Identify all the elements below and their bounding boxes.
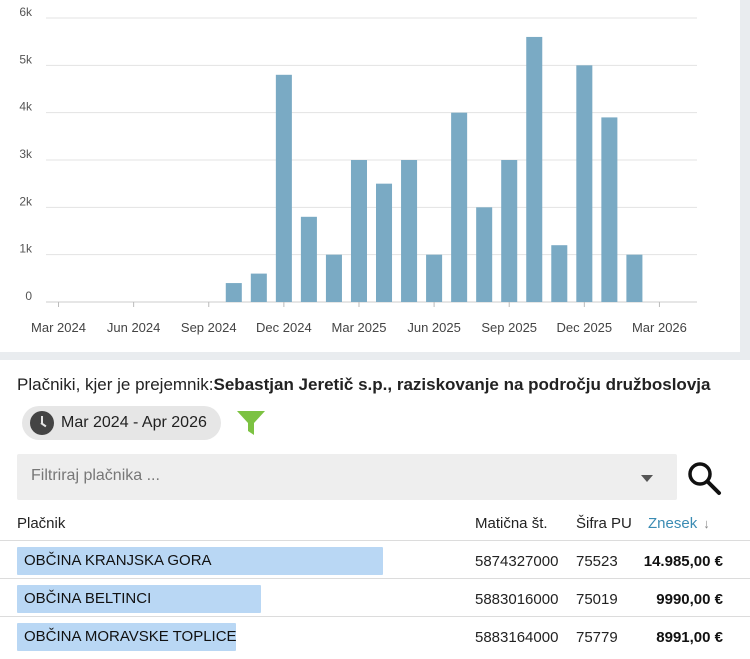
y-tick-label: 3k <box>19 147 33 161</box>
bar <box>275 74 292 302</box>
bar <box>551 245 568 302</box>
bar <box>300 216 317 302</box>
bar <box>476 207 493 302</box>
y-tick-label: 0 <box>25 289 32 303</box>
x-tick-label: Mar 2024 <box>31 320 86 335</box>
funnel-icon[interactable] <box>236 409 266 437</box>
x-tick-label: Jun 2024 <box>107 320 161 335</box>
payer-name: OBČINA MORAVSKE TOPLICE <box>24 628 237 645</box>
bar <box>601 117 618 303</box>
code: 75779 <box>576 629 618 646</box>
y-tick-label: 5k <box>19 52 33 66</box>
header-code[interactable]: Šifra PU <box>576 515 632 532</box>
payer-filter-dropdown[interactable]: Filtriraj plačnika ... <box>17 454 677 500</box>
x-tick-label: Mar 2026 <box>632 320 687 335</box>
x-tick-label: Dec 2025 <box>556 320 612 335</box>
amount-share-bar <box>17 547 383 575</box>
bar <box>501 160 518 302</box>
bar <box>426 254 443 302</box>
card-edge <box>740 0 750 352</box>
reg-no: 5874327000 <box>475 553 559 570</box>
code: 75523 <box>576 553 618 570</box>
filter-placeholder: Filtriraj plačnika ... <box>31 467 160 484</box>
row-divider <box>0 616 750 617</box>
header-reg-no[interactable]: Matična št. <box>475 515 548 532</box>
y-tick-label: 4k <box>19 100 33 114</box>
bar <box>376 183 393 302</box>
header-payer[interactable]: Plačnik <box>17 515 66 532</box>
header-amount-label: Znesek <box>648 515 698 532</box>
section-divider <box>0 352 750 360</box>
bar <box>350 160 367 302</box>
amount: 14.985,00 € <box>643 553 723 570</box>
bar <box>576 65 593 302</box>
table-header: Plačnik Matična št. Šifra PU Znesek ↓ <box>0 510 750 540</box>
y-tick-label: 1k <box>19 242 33 256</box>
amount-share-bar <box>17 623 236 651</box>
amount: 9990,00 € <box>656 591 723 608</box>
y-tick-label: 6k <box>19 5 33 19</box>
code: 75019 <box>576 591 618 608</box>
date-range-pill[interactable]: Mar 2024 - Apr 2026 <box>22 406 221 440</box>
amount-share-bar <box>17 585 261 613</box>
y-tick-label: 2k <box>19 194 33 208</box>
title-prefix: Plačniki, kjer je prejemnik: <box>17 375 214 394</box>
payments-bar-chart: 0 1k 2k 3k 4k 5k 6k Mar 2024 Jun 2024 Sep 2024 Dec… <box>19 5 697 335</box>
bar <box>250 273 267 302</box>
caret-down-icon <box>641 475 653 482</box>
date-range-text: Mar 2024 - Apr 2026 <box>61 414 207 431</box>
table-row[interactable]: OBČINA MORAVSKE TOPLICE 5883164000 75779… <box>0 617 750 653</box>
x-tick-label: Sep 2024 <box>181 320 237 335</box>
header-divider <box>0 540 750 541</box>
sort-arrow-icon: ↓ <box>703 516 710 531</box>
x-tick-label: Mar 2025 <box>332 320 387 335</box>
header-amount[interactable]: Znesek ↓ <box>648 515 710 532</box>
bar <box>225 283 242 302</box>
amount: 8991,00 € <box>656 629 723 646</box>
bar <box>451 112 468 303</box>
chart-card: 0 1k 2k 3k 4k 5k 6k Mar 2024 Jun 2024 Sep 2024 Dec… <box>19 5 697 335</box>
reg-no: 5883016000 <box>475 591 559 608</box>
payer-name: OBČINA KRANJSKA GORA <box>24 552 212 569</box>
clock-icon <box>30 411 54 435</box>
x-tick-label: Dec 2024 <box>256 320 312 335</box>
x-tick-label: Sep 2025 <box>481 320 537 335</box>
bar <box>626 254 643 302</box>
bar <box>401 160 418 302</box>
search-icon[interactable] <box>686 460 722 496</box>
bar <box>526 36 543 302</box>
table-row[interactable]: OBČINA KRANJSKA GORA 5874327000 75523 14… <box>0 541 750 577</box>
payer-name: OBČINA BELTINCI <box>24 590 152 607</box>
recipient-name: Sebastjan Jeretič s.p., raziskovanje na … <box>213 375 711 394</box>
x-tick-label: Jun 2025 <box>407 320 461 335</box>
reg-no: 5883164000 <box>475 629 559 646</box>
row-divider <box>0 578 750 579</box>
bar <box>325 254 342 302</box>
table-row[interactable]: OBČINA BELTINCI 5883016000 75019 9990,00… <box>0 579 750 615</box>
section-title: Plačniki, kjer je prejemnik:Sebastjan Je… <box>17 375 710 395</box>
